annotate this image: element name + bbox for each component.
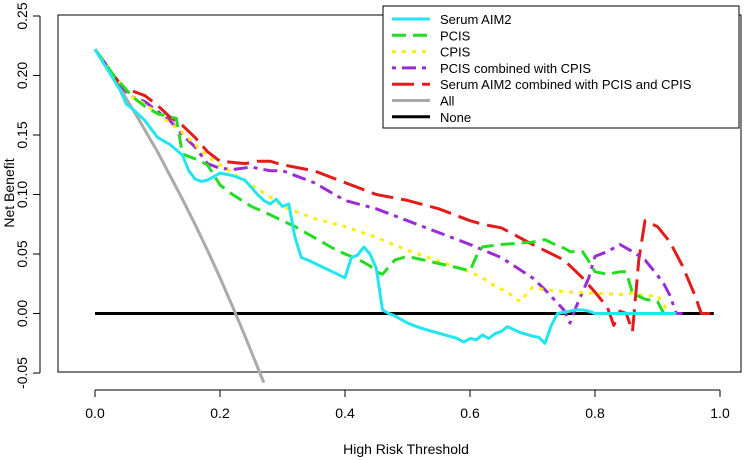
- x-axis-title: High Risk Threshold: [343, 441, 469, 457]
- series-lines: [93, 48, 714, 384]
- y-tick-label: 0.00: [14, 300, 30, 327]
- y-axis-title: Net Benefit: [1, 158, 17, 227]
- x-tick-label: 0.4: [335, 405, 355, 421]
- legend-label: All: [440, 94, 455, 109]
- series-line-4: [93, 48, 683, 325]
- legend-box: [382, 5, 740, 129]
- legend-label: None: [440, 110, 471, 125]
- series-line-2: [93, 48, 666, 315]
- series-line-1: [93, 48, 677, 345]
- y-tick-label: 0.15: [14, 121, 30, 148]
- y-tick-label: 0.20: [14, 62, 30, 89]
- series-line-6: [93, 48, 266, 384]
- legend-label: PCIS combined with CPIS: [440, 61, 591, 76]
- y-tick-label: 0.05: [14, 240, 30, 267]
- legend-label: CPIS: [440, 45, 471, 60]
- x-tick-label: 0.2: [210, 405, 230, 421]
- legend-label: PCIS: [440, 28, 471, 43]
- legend-label: Serum AIM2 combined with PCIS and CPIS: [440, 77, 692, 92]
- series-line-5: [93, 48, 714, 333]
- x-tick-label: 0.0: [85, 405, 105, 421]
- x-tick-label: 0.8: [585, 405, 605, 421]
- y-tick-label: -0.05: [14, 357, 30, 389]
- series-line-3: [93, 48, 672, 315]
- x-axis: 0.0 0.2 0.4 0.6 0.8 1.0: [85, 389, 730, 421]
- y-tick-label: 0.10: [14, 181, 30, 208]
- y-axis: -0.05 0.00 0.05 0.10 0.15 0.20 0.25: [14, 2, 41, 389]
- x-tick-label: 0.6: [460, 405, 480, 421]
- x-tick-label: 1.0: [710, 405, 730, 421]
- y-tick-label: 0.25: [14, 2, 30, 29]
- legend-label: Serum AIM2: [440, 12, 512, 27]
